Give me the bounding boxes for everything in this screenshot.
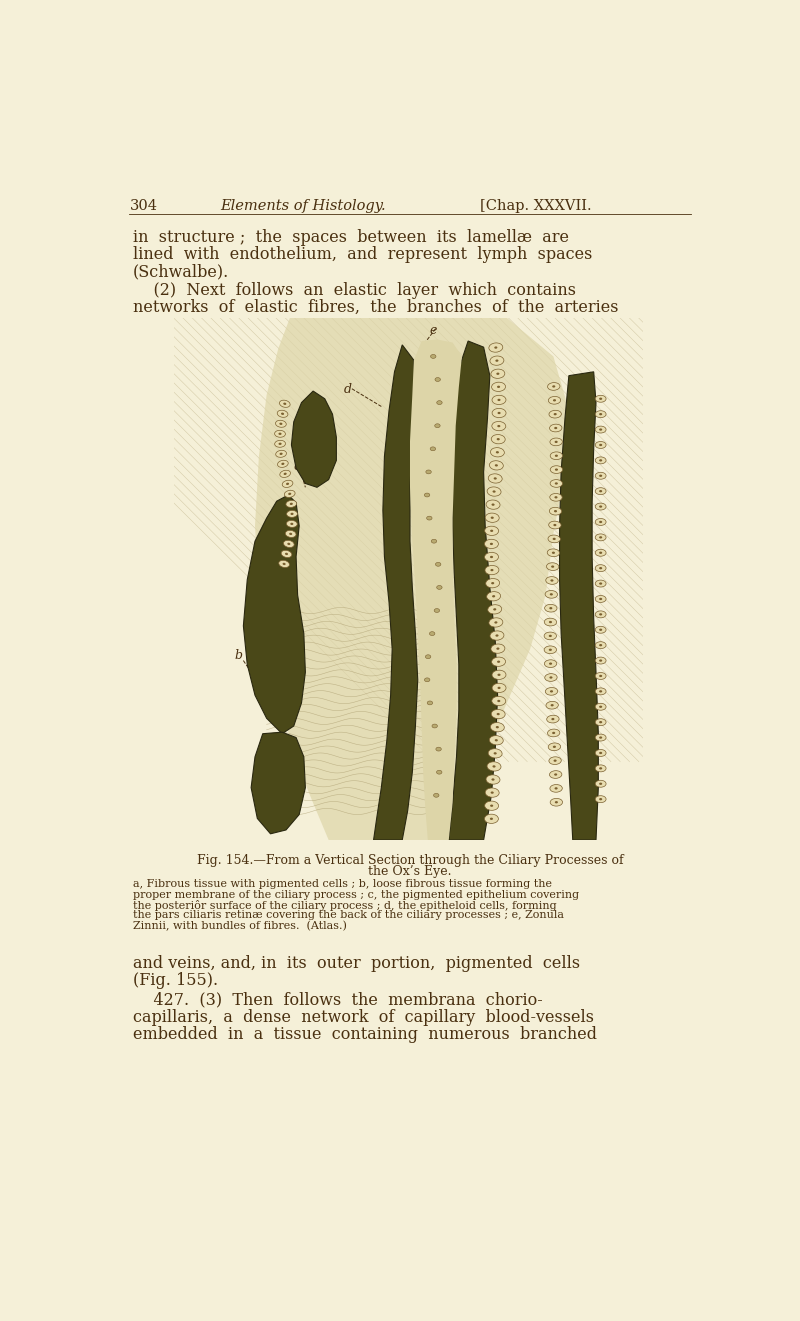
Text: in  structure ;  the  spaces  between  its  lamellæ  are: in structure ; the spaces between its la… <box>133 230 569 246</box>
Text: the Ox’s Eye.: the Ox’s Eye. <box>368 865 452 878</box>
Text: networks  of  elastic  fibres,  the  branches  of  the  arteries: networks of elastic fibres, the branches… <box>133 299 618 316</box>
Text: Elements of Histology.: Elements of Histology. <box>220 198 386 213</box>
Text: capillaris,  a  dense  network  of  capillary  blood-vessels: capillaris, a dense network of capillary… <box>133 1009 594 1025</box>
Text: embedded  in  a  tissue  containing  numerous  branched: embedded in a tissue containing numerous… <box>133 1025 597 1042</box>
Text: (Schwalbe).: (Schwalbe). <box>133 263 229 280</box>
Text: Zinnii, with bundles of fibres.  (Atlas.): Zinnii, with bundles of fibres. (Atlas.) <box>133 921 346 931</box>
Text: the pars ciliaris retinæ covering the back of the ciliary processes ; e, Zonula: the pars ciliaris retinæ covering the ba… <box>133 910 563 921</box>
Text: proper membrane of the ciliary process ; c, the pigmented epithelium covering: proper membrane of the ciliary process ;… <box>133 889 578 900</box>
Text: a, Fibrous tissue with pigmented cells ; b, loose fibrous tissue forming the: a, Fibrous tissue with pigmented cells ;… <box>133 880 551 889</box>
Text: the posteriôr surface of the ciliary process ; d, the epitheloid cells, forming: the posteriôr surface of the ciliary pro… <box>133 900 556 911</box>
Text: lined  with  endothelium,  and  represent  lymph  spaces: lined with endothelium, and represent ly… <box>133 246 592 263</box>
Text: 427.  (3)  Then  follows  the  membrana  chorio-: 427. (3) Then follows the membrana chori… <box>133 992 542 1009</box>
Text: (2)  Next  follows  an  elastic  layer  which  contains: (2) Next follows an elastic layer which … <box>133 281 575 299</box>
Text: Fig. 154.—From a Vertical Section through the Ciliary Processes of: Fig. 154.—From a Vertical Section throug… <box>197 853 623 867</box>
Text: 304: 304 <box>130 198 158 213</box>
Text: [Chap. XXXVII.: [Chap. XXXVII. <box>480 198 591 213</box>
Text: (Fig. 155).: (Fig. 155). <box>133 972 218 989</box>
Text: and veins, and, in  its  outer  portion,  pigmented  cells: and veins, and, in its outer portion, pi… <box>133 955 580 972</box>
